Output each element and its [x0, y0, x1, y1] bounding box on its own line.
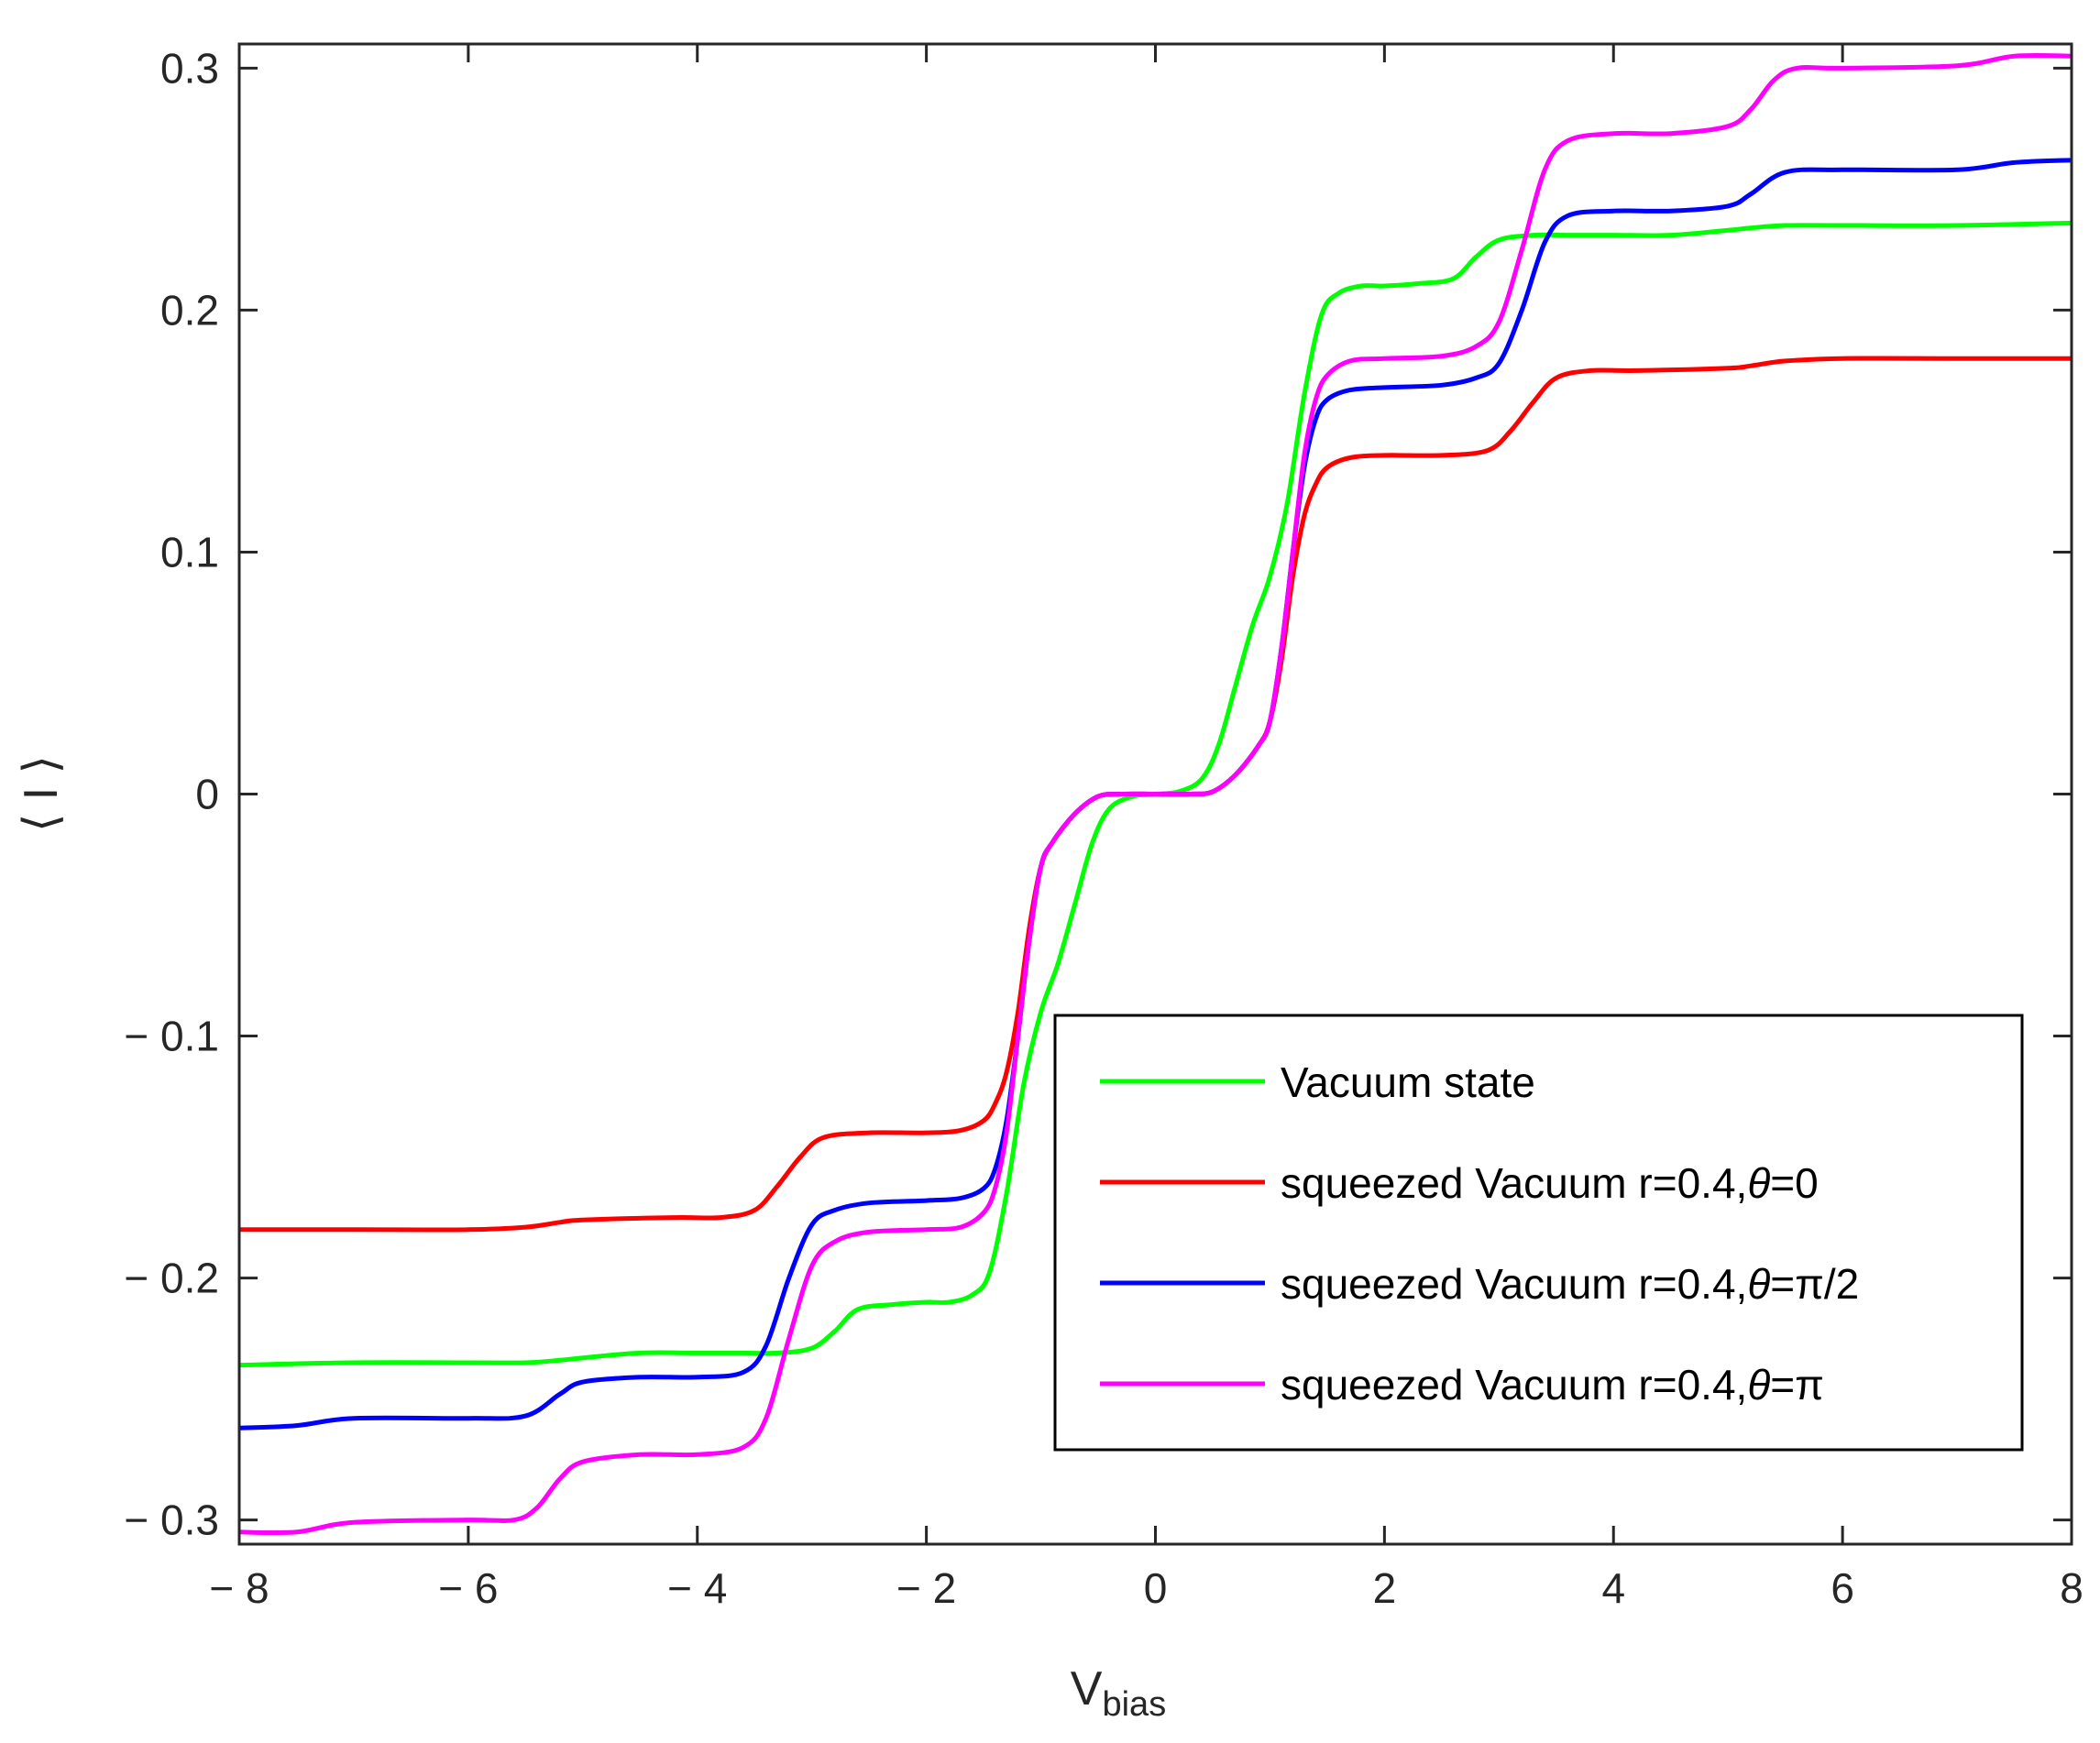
- series-layer: [238, 52, 2073, 1536]
- x-tick-label: 2: [1373, 1564, 1397, 1612]
- x-tick-label: 8: [2060, 1564, 2084, 1612]
- series-line-3: [238, 52, 2073, 1536]
- legend-label-vacuum: Vacuum state: [1281, 1058, 1535, 1106]
- legend-label-theta-pi: squeezed Vacuum r=0.4,θ=π: [1281, 1361, 1824, 1409]
- tick-layer: − 8 − 6 − 4 − 2 0 2 4 6 8 − 0.3 − 0.2 − 0.1 0 0.1 0.2 0…: [124, 44, 2084, 1612]
- x-tick-label: − 2: [896, 1564, 956, 1612]
- legend-box: [1053, 1014, 2024, 1452]
- axes-box: [237, 42, 2073, 1546]
- x-tick-label: 0: [1144, 1564, 1168, 1612]
- legend-label-theta-pi-half: squeezed Vacuum r=0.4,θ=π/2: [1281, 1260, 1859, 1308]
- y-tick-label: 0.1: [160, 528, 219, 576]
- y-tick-label: − 0.1: [124, 1013, 219, 1060]
- x-axis-label: Vbias: [1071, 1662, 1166, 1724]
- y-tick-label: 0: [195, 771, 219, 818]
- x-tick-label: − 4: [667, 1564, 727, 1612]
- y-tick-label: 0.2: [160, 286, 219, 334]
- y-tick-label: 0.3: [160, 44, 219, 92]
- x-tick-label: − 8: [209, 1564, 269, 1612]
- x-tick-label: 6: [1831, 1564, 1854, 1612]
- y-axis-label: ⟨ I ⟩: [15, 755, 68, 832]
- legend-label-theta-0: squeezed Vacuum r=0.4,θ=0: [1281, 1159, 1819, 1207]
- x-tick-label: − 6: [438, 1564, 498, 1612]
- y-tick-label: − 0.2: [124, 1255, 219, 1302]
- legend: Vacuum state squeezed Vacuum r=0.4,θ=0 s…: [1053, 1014, 2024, 1452]
- x-tick-label: 4: [1601, 1564, 1625, 1612]
- y-tick-label: − 0.3: [124, 1496, 219, 1544]
